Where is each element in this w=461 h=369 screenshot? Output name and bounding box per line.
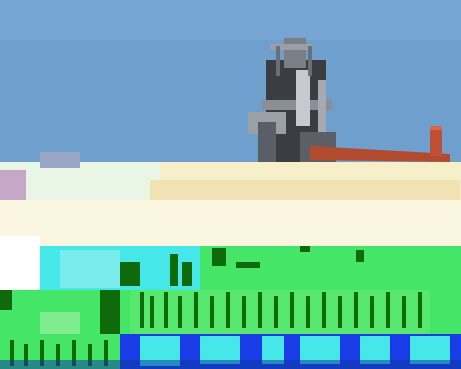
sky-haze <box>0 0 461 40</box>
glitch-top-band <box>0 152 461 290</box>
glitch-green-band <box>0 290 461 334</box>
glitch-bottom-band <box>0 334 461 369</box>
glitch-cyan-band <box>40 246 461 290</box>
blast-furnace <box>248 38 336 170</box>
rust-pipe <box>310 126 450 162</box>
